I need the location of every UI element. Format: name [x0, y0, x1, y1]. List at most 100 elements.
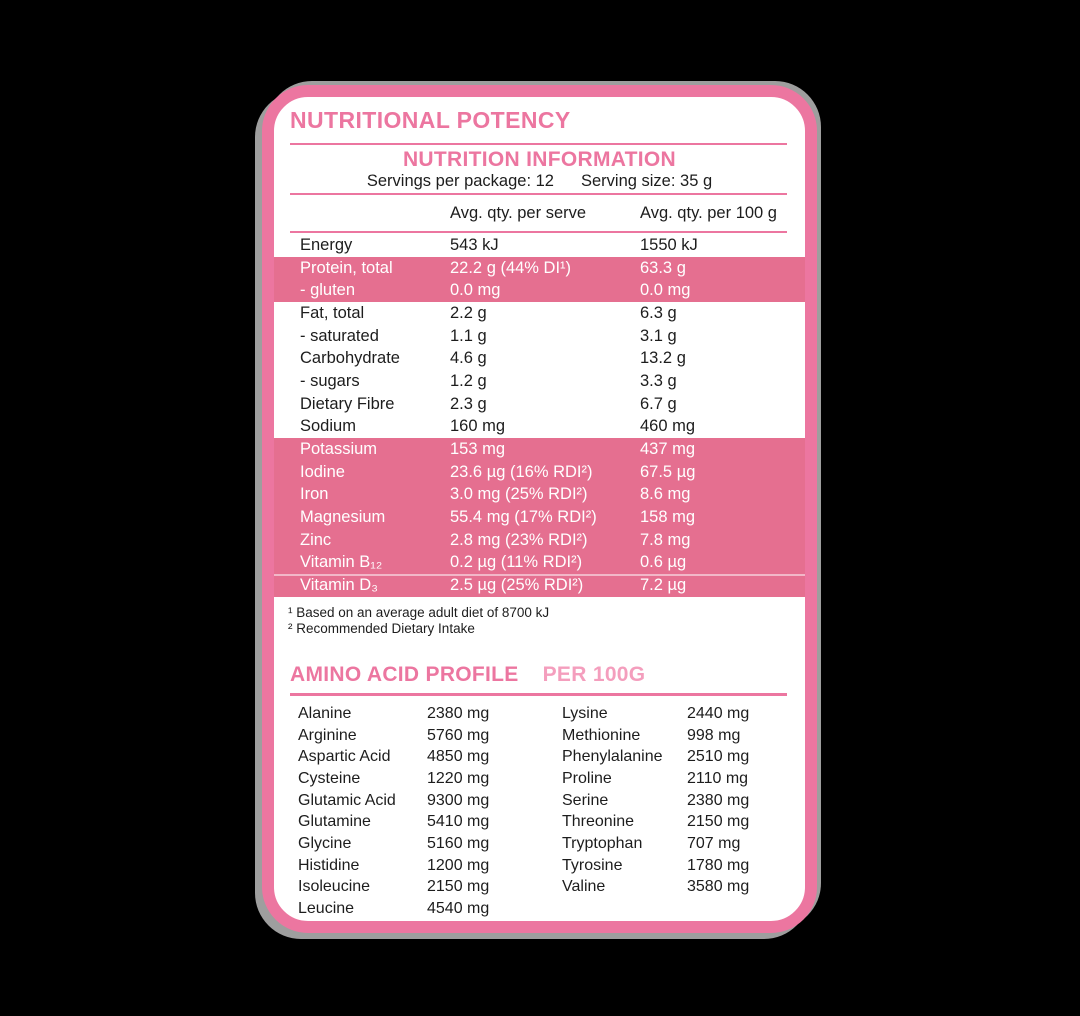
nutrient-per-100g-value: 1550 kJ	[640, 235, 698, 254]
amino-acid-name: Tyrosine	[562, 856, 623, 874]
amino-acid-name: Cysteine	[298, 769, 361, 787]
amino-acid-column-left: Alanine 2380 mg Arginine 5760 mg Asparti…	[298, 703, 546, 920]
amino-acid-value: 3580 mg	[687, 878, 750, 896]
nutrient-label: Iodine	[300, 462, 345, 481]
nutrition-table: Energy 543 kJ 1550 kJ Protein, total 22.…	[274, 234, 805, 597]
nutrient-row: Vitamin D₃ 2.5 µg (25% RDI²) 7.2 µg	[274, 574, 805, 597]
amino-acid-value: 5160 mg	[427, 834, 490, 852]
divider	[290, 231, 787, 233]
nutrient-row: Iron 3.0 mg (25% RDI²) 8.6 mg	[274, 483, 805, 507]
amino-acid-value: 2510 mg	[687, 748, 750, 766]
nutrient-per-serve-value: 3.0 mg (25% RDI²)	[450, 485, 588, 504]
nutrient-per-serve-value: 153 mg	[450, 440, 506, 459]
amino-acid-row: Serine 2380 mg	[562, 790, 802, 812]
amino-acid-name: Phenylalanine	[562, 748, 663, 766]
page-title: NUTRITIONAL POTENCY	[290, 107, 571, 133]
amino-acid-name: Histidine	[298, 856, 360, 874]
amino-acid-value: 707 mg	[687, 834, 741, 852]
amino-acid-header: AMINO ACID PROFILE PER 100G	[290, 663, 787, 687]
nutrient-row: Dietary Fibre 2.3 g 6.7 g	[274, 393, 805, 416]
nutrient-per-100g-value: 460 mg	[640, 417, 696, 436]
nutrient-row: - saturated 1.1 g 3.1 g	[274, 325, 805, 348]
nutrient-row: Protein, total 22.2 g (44% DI¹) 63.3 g	[274, 256, 805, 280]
nutrient-row: Magnesium 55.4 mg (17% RDI²) 158 mg	[274, 506, 805, 529]
amino-acid-row: Aspartic Acid 4850 mg	[298, 746, 546, 768]
amino-acid-row: Histidine 1200 mg	[298, 855, 546, 877]
amino-acid-row: Proline 2110 mg	[562, 768, 802, 790]
amino-acid-name: Glutamic Acid	[298, 791, 396, 809]
nutrient-label: Fat, total	[300, 303, 365, 322]
amino-acid-row: Tryptophan 707 mg	[562, 833, 802, 855]
amino-acid-name: Threonine	[562, 813, 635, 831]
nutrient-per-serve-value: 0.0 mg	[450, 281, 501, 300]
servings-per-package: Servings per package: 12	[366, 172, 554, 190]
nutrient-row: Potassium 153 mg 437 mg	[274, 438, 805, 461]
amino-acid-name: Glycine	[298, 834, 352, 852]
nutrient-per-serve-value: 1.2 g	[450, 371, 487, 390]
amino-acid-row: Phenylalanine 2510 mg	[562, 746, 802, 768]
nutrient-per-serve-value: 2.8 mg (23% RDI²)	[450, 530, 588, 549]
amino-acid-subheading: PER 100G	[542, 663, 646, 686]
amino-acid-value: 2150 mg	[687, 813, 750, 831]
nutrient-per-100g-value: 0.0 mg	[640, 281, 691, 300]
footnotes: ¹ Based on an average adult diet of 8700…	[288, 605, 787, 637]
amino-acid-name: Arginine	[298, 726, 357, 744]
nutrient-row: Carbohydrate 4.6 g 13.2 g	[274, 347, 805, 370]
amino-acid-value: 998 mg	[687, 726, 741, 744]
amino-acid-name: Leucine	[298, 900, 355, 918]
amino-acid-name: Valine	[562, 878, 606, 896]
nutrient-per-100g-value: 7.8 mg	[640, 530, 691, 549]
amino-acid-value: 1780 mg	[687, 856, 750, 874]
nutrient-per-serve-value: 55.4 mg (17% RDI²)	[450, 508, 597, 527]
amino-acid-row: Isoleucine 2150 mg	[298, 877, 546, 899]
amino-acid-value: 5760 mg	[427, 726, 490, 744]
footnote-rdi: ² Recommended Dietary Intake	[288, 621, 475, 636]
amino-acid-name: Tryptophan	[562, 834, 643, 852]
nutrient-label: Magnesium	[300, 508, 386, 527]
amino-acid-name: Methionine	[562, 726, 641, 744]
amino-acid-row: Leucine 4540 mg	[298, 898, 546, 920]
amino-acid-value: 5410 mg	[427, 813, 490, 831]
nutrient-label: - sugars	[300, 371, 360, 390]
nutrient-per-100g-value: 0.6 µg	[640, 553, 687, 572]
nutrient-row: Iodine 23.6 µg (16% RDI²) 67.5 µg	[274, 460, 805, 484]
nutrient-label: Carbohydrate	[300, 349, 400, 368]
nutrient-row: Zinc 2.8 mg (23% RDI²) 7.8 mg	[274, 528, 805, 552]
nutrient-row: Sodium 160 mg 460 mg	[274, 416, 805, 439]
amino-acid-value: 2440 mg	[687, 704, 750, 722]
amino-acid-name: Lysine	[562, 704, 608, 722]
servings-line: Servings per package: 12 Serving size: 3…	[274, 172, 805, 191]
nutrient-per-100g-value: 3.1 g	[640, 326, 677, 345]
nutrient-label: Sodium	[300, 417, 356, 436]
column-header-row: Avg. qty. per serve Avg. qty. per 100 g	[274, 195, 805, 231]
amino-acid-row: Valine 3580 mg	[562, 877, 802, 899]
nutrient-per-serve-value: 160 mg	[450, 417, 506, 436]
amino-acid-value: 1220 mg	[427, 769, 490, 787]
nutrient-per-serve-value: 2.3 g	[450, 394, 487, 413]
amino-acid-row: Glycine 5160 mg	[298, 833, 546, 855]
nutrient-row: - sugars 1.2 g 3.3 g	[274, 370, 805, 393]
nutrient-per-100g-value: 67.5 µg	[640, 462, 696, 481]
nutrient-per-100g-value: 158 mg	[640, 508, 696, 527]
nutrient-per-100g-value: 3.3 g	[640, 371, 677, 390]
nutrient-per-serve-value: 0.2 µg (11% RDI²)	[450, 553, 583, 572]
amino-acid-name: Glutamine	[298, 813, 371, 831]
amino-acid-row: Methionine 998 mg	[562, 725, 802, 747]
nutrient-per-100g-value: 13.2 g	[640, 349, 686, 368]
nutrient-per-serve-value: 2.5 µg (25% RDI²)	[450, 576, 584, 595]
amino-acid-value: 2380 mg	[687, 791, 750, 809]
serving-size: Serving size: 35 g	[580, 172, 713, 190]
nutrient-per-100g-value: 7.2 µg	[640, 576, 687, 595]
nutrient-label: Vitamin D₃	[300, 576, 378, 595]
column-header-per-100g: Avg. qty. per 100 g	[640, 203, 777, 222]
nutrient-label: Potassium	[300, 440, 378, 459]
nutrient-row: Fat, total 2.2 g 6.3 g	[274, 302, 805, 325]
amino-acid-value: 2110 mg	[687, 769, 749, 787]
amino-acid-name: Alanine	[298, 704, 352, 722]
nutrient-per-100g-value: 63.3 g	[640, 258, 686, 277]
amino-acid-name: Serine	[562, 791, 609, 809]
nutrient-per-100g-value: 437 mg	[640, 440, 696, 459]
amino-acid-row: Arginine 5760 mg	[298, 725, 546, 747]
nutrient-label: Zinc	[300, 530, 332, 549]
